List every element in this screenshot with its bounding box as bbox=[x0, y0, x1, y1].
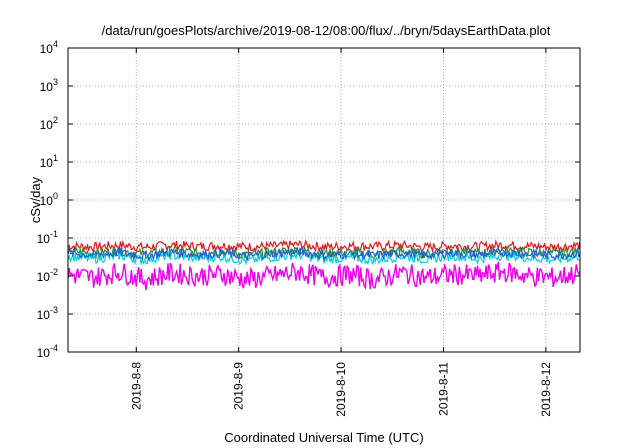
y-tick-exponent: -4 bbox=[50, 343, 58, 353]
y-tick-label: 10-1 bbox=[37, 229, 58, 246]
y-tick-base: 10 bbox=[37, 308, 51, 322]
ticks bbox=[68, 47, 580, 353]
x-tick-labels: 2019-8-8 2019-8-9 2019-8-10 2019-8-11 2019-8… bbox=[129, 362, 553, 417]
x-tick-label: 2019-8-12 bbox=[539, 362, 553, 417]
x-axis-label: Coordinated Universal Time (UTC) bbox=[224, 430, 423, 445]
y-tick-base: 10 bbox=[40, 42, 54, 56]
y-tick-label: 104 bbox=[40, 39, 58, 56]
y-tick-exponent: -1 bbox=[50, 229, 58, 239]
y-tick-base: 10 bbox=[40, 118, 54, 132]
y-tick-base: 10 bbox=[37, 346, 51, 360]
y-tick-exponent: 2 bbox=[53, 115, 58, 125]
y-tick-label: 10-3 bbox=[37, 305, 58, 322]
series-line-4 bbox=[67, 246, 581, 262]
y-tick-exponent: 1 bbox=[53, 153, 58, 163]
y-tick-base: 10 bbox=[40, 80, 54, 94]
y-tick-exponent: -3 bbox=[50, 305, 58, 315]
y-tick-exponent: -2 bbox=[50, 267, 58, 277]
series-group bbox=[67, 238, 581, 290]
x-tick-label: 2019-8-10 bbox=[334, 362, 348, 417]
y-tick-exponent: 4 bbox=[53, 39, 58, 49]
series-line-2 bbox=[67, 244, 581, 260]
y-tick-base: 10 bbox=[37, 270, 51, 284]
series-line-5 bbox=[67, 261, 581, 290]
y-tick-label: 102 bbox=[40, 115, 58, 132]
y-tick-label: 10-4 bbox=[37, 343, 58, 360]
y-tick-base: 10 bbox=[40, 194, 54, 208]
chart-title: /data/run/goesPlots/archive/2019-08-12/0… bbox=[102, 23, 551, 38]
y-tick-exponent: 3 bbox=[53, 77, 58, 87]
y-axis-label: cSv/day bbox=[28, 176, 43, 223]
y-tick-label: 103 bbox=[40, 77, 58, 94]
y-tick-base: 10 bbox=[40, 156, 54, 170]
x-tick-label: 2019-8-11 bbox=[436, 362, 450, 416]
y-tick-label: 100 bbox=[40, 191, 58, 208]
x-tick-label: 2019-8-8 bbox=[129, 362, 143, 410]
y-tick-exponent: 0 bbox=[53, 191, 58, 201]
grid bbox=[68, 48, 580, 352]
series-line-1 bbox=[67, 238, 581, 254]
x-tick-label: 2019-8-9 bbox=[232, 362, 246, 410]
y-tick-label: 10-2 bbox=[37, 267, 58, 284]
y-tick-label: 101 bbox=[40, 153, 58, 170]
y-tick-base: 10 bbox=[37, 232, 51, 246]
